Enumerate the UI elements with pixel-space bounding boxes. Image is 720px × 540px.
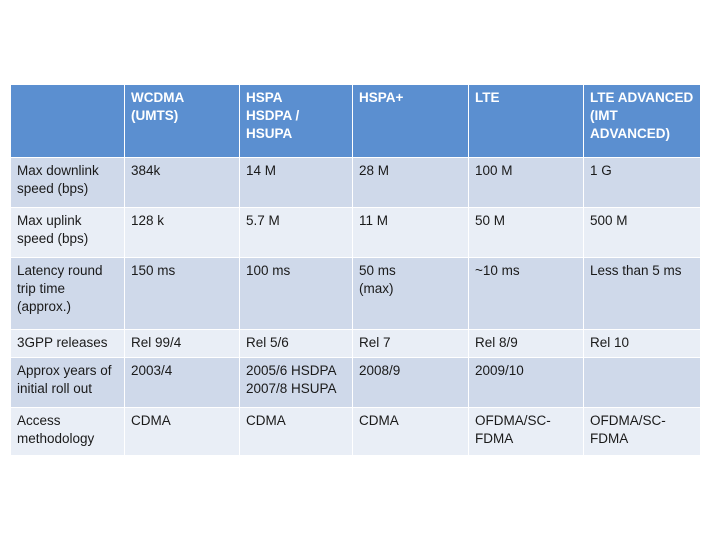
table-cell: 11 M <box>352 207 469 258</box>
table-cell: OFDMA/SC- FDMA <box>583 407 701 456</box>
table-cell: 100 ms <box>239 257 353 330</box>
table-cell: 2003/4 <box>124 357 240 408</box>
table-cell: Rel 8/9 <box>468 329 584 358</box>
header-cell-lte: LTE <box>468 84 584 158</box>
table-cell: 1 G <box>583 157 701 208</box>
row-label: 3GPP releases <box>10 329 125 358</box>
table-cell: 2009/10 <box>468 357 584 408</box>
table-row-roll-out-years: Approx years of initial roll out 2003/4 … <box>10 357 701 408</box>
header-cell-hspa: HSPA HSDPA / HSUPA <box>239 84 353 158</box>
table-cell: Less than 5 ms <box>583 257 701 330</box>
table-cell: CDMA <box>352 407 469 456</box>
table-cell: CDMA <box>239 407 353 456</box>
table-cell: 5.7 M <box>239 207 353 258</box>
table-cell: ~10 ms <box>468 257 584 330</box>
table-cell: 28 M <box>352 157 469 208</box>
row-label: Approx years of initial roll out <box>10 357 125 408</box>
table-row-3gpp-releases: 3GPP releases Rel 99/4 Rel 5/6 Rel 7 Rel… <box>10 329 701 358</box>
table-cell: 14 M <box>239 157 353 208</box>
row-label: Latency round trip time (approx.) <box>10 257 125 330</box>
header-cell-corner <box>10 84 125 158</box>
table-cell: 128 k <box>124 207 240 258</box>
table-cell <box>583 357 701 408</box>
table-cell: 150 ms <box>124 257 240 330</box>
table-cell: Rel 99/4 <box>124 329 240 358</box>
table-row-latency: Latency round trip time (approx.) 150 ms… <box>10 257 701 330</box>
header-cell-lte-advanced: LTE ADVANCED (IMT ADVANCED) <box>583 84 701 158</box>
table-row-max-downlink: Max downlink speed (bps) 384k 14 M 28 M … <box>10 157 701 208</box>
table-cell: Rel 10 <box>583 329 701 358</box>
table-cell: 500 M <box>583 207 701 258</box>
table-cell: Rel 7 <box>352 329 469 358</box>
table-cell: 50 M <box>468 207 584 258</box>
table-cell: 100 M <box>468 157 584 208</box>
table-cell: CDMA <box>124 407 240 456</box>
row-label: Max downlink speed (bps) <box>10 157 125 208</box>
row-label: Access methodology <box>10 407 125 456</box>
table-cell: 2008/9 <box>352 357 469 408</box>
table-cell: 50 ms (max) <box>352 257 469 330</box>
table-row-max-uplink: Max uplink speed (bps) 128 k 5.7 M 11 M … <box>10 207 701 258</box>
header-row: WCDMA (UMTS) HSPA HSDPA / HSUPA HSPA+ LT… <box>10 84 701 158</box>
table-cell: 384k <box>124 157 240 208</box>
table-cell: OFDMA/SC- FDMA <box>468 407 584 456</box>
comparison-table: WCDMA (UMTS) HSPA HSDPA / HSUPA HSPA+ LT… <box>10 84 701 456</box>
header-cell-wcdma: WCDMA (UMTS) <box>124 84 240 158</box>
header-cell-hspa-plus: HSPA+ <box>352 84 469 158</box>
row-label: Max uplink speed (bps) <box>10 207 125 258</box>
table-row-access-methodology: Access methodology CDMA CDMA CDMA OFDMA/… <box>10 407 701 456</box>
table-cell: 2005/6 HSDPA 2007/8 HSUPA <box>239 357 353 408</box>
table-cell: Rel 5/6 <box>239 329 353 358</box>
